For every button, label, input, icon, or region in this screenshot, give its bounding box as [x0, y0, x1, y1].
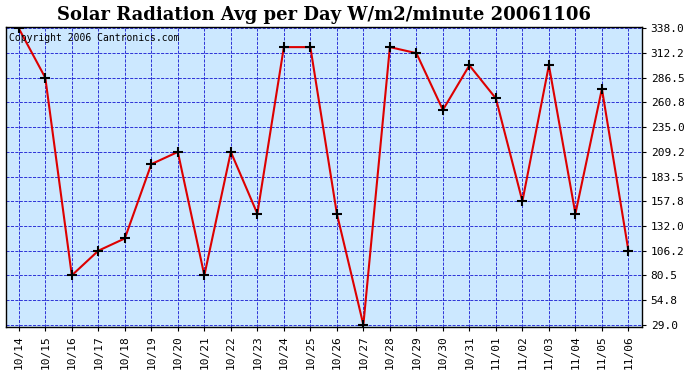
Title: Solar Radiation Avg per Day W/m2/minute 20061106: Solar Radiation Avg per Day W/m2/minute …: [57, 6, 591, 24]
Text: Copyright 2006 Cantronics.com: Copyright 2006 Cantronics.com: [9, 33, 179, 42]
